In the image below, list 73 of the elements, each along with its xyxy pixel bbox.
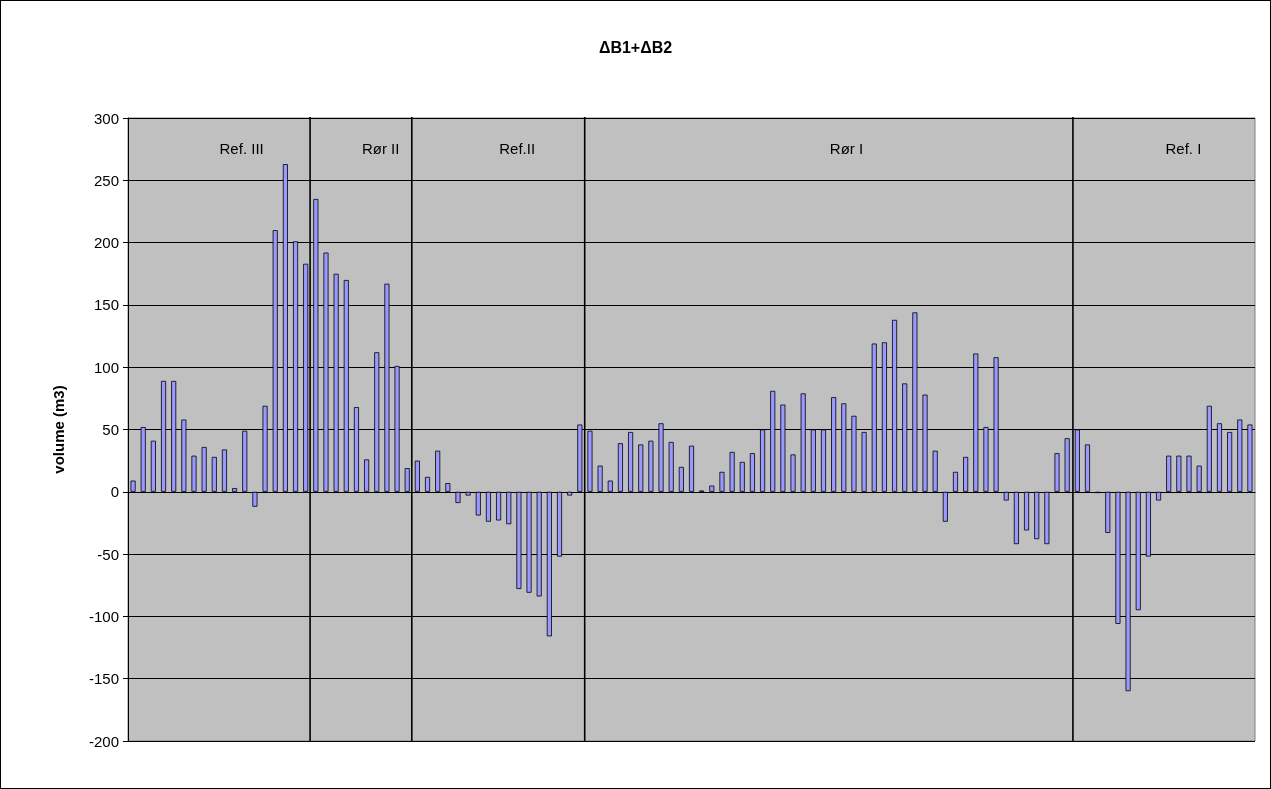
bar	[211, 456, 217, 492]
bar	[790, 454, 796, 492]
bar	[963, 456, 969, 492]
bar	[424, 476, 431, 492]
bar	[638, 444, 644, 492]
bar	[567, 491, 573, 496]
chart-title: ΔB1+ΔB2	[598, 38, 673, 56]
bar	[435, 450, 441, 492]
y-tick-label: 0	[110, 483, 119, 501]
y-tick-label: -200	[88, 732, 119, 750]
bar	[719, 471, 725, 492]
annotation: Ref. I	[1165, 140, 1202, 157]
bar	[932, 450, 938, 492]
y-tick-label: 250	[93, 171, 119, 189]
y-tick-label: 300	[93, 109, 119, 127]
bar	[1105, 491, 1111, 533]
bar	[150, 440, 156, 492]
y-tick-label: 100	[93, 358, 119, 376]
bar	[1166, 455, 1172, 492]
bar	[404, 468, 410, 492]
bar	[1064, 438, 1070, 492]
bar	[648, 440, 654, 492]
bar	[597, 465, 603, 492]
bar	[688, 445, 695, 492]
y-tick-label: 150	[93, 296, 119, 314]
bar	[1084, 444, 1091, 492]
annotation: Rør II	[361, 140, 400, 157]
bar	[1024, 491, 1030, 531]
bar	[617, 443, 623, 492]
bar	[506, 491, 512, 525]
y-tick-label: -50	[97, 545, 119, 563]
bar	[455, 491, 461, 504]
bar	[1196, 465, 1202, 492]
bar	[709, 485, 715, 492]
y-tick-label: -150	[88, 670, 119, 688]
bar	[1227, 431, 1233, 492]
bar	[678, 466, 684, 492]
bar	[232, 488, 238, 492]
bar	[364, 459, 370, 492]
bar	[739, 461, 745, 492]
annotation: Ref. III	[219, 140, 264, 157]
bar	[445, 483, 451, 492]
annotation: Ref.II	[499, 140, 536, 157]
bar	[1176, 455, 1182, 492]
bar	[1156, 491, 1162, 501]
bar	[496, 491, 502, 521]
bar	[942, 491, 948, 522]
bar	[628, 431, 634, 492]
bar	[252, 491, 258, 507]
bar	[607, 480, 613, 492]
bar	[1003, 491, 1009, 501]
bar	[475, 491, 481, 516]
bar	[414, 460, 420, 492]
bar	[952, 471, 959, 492]
bar	[749, 453, 755, 492]
bar	[1013, 491, 1019, 545]
bar	[1186, 455, 1192, 492]
y-tick-label: 50	[102, 421, 119, 438]
y-tick-label: -100	[88, 607, 119, 625]
bar	[191, 455, 197, 492]
bar	[729, 451, 735, 492]
bar	[465, 491, 471, 496]
bar	[1044, 491, 1050, 545]
bar	[1034, 491, 1040, 540]
bar	[221, 449, 227, 492]
bar	[861, 431, 867, 492]
annotation: Rør I	[829, 140, 864, 157]
bar	[485, 491, 491, 522]
bar	[201, 446, 207, 492]
bar	[1054, 453, 1060, 492]
y-axis-title: volume (m3)	[50, 385, 67, 474]
y-tick-label: 200	[93, 234, 119, 252]
bar	[668, 441, 674, 492]
